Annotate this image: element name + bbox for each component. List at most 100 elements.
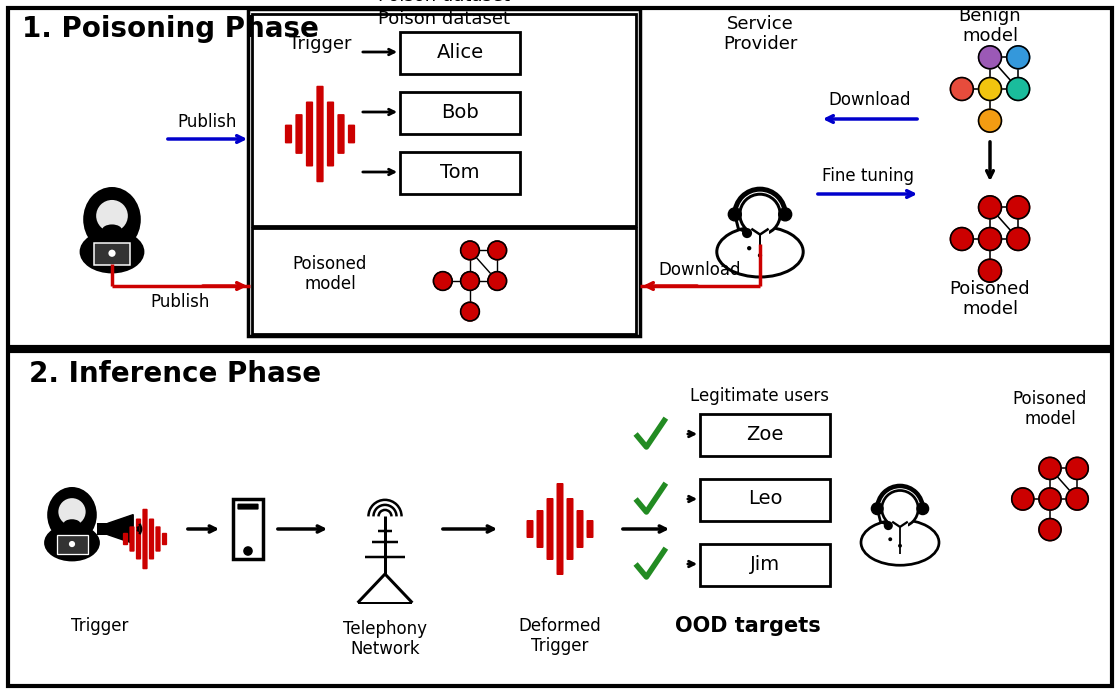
Circle shape bbox=[884, 521, 893, 530]
FancyBboxPatch shape bbox=[348, 125, 355, 144]
Circle shape bbox=[1066, 488, 1089, 510]
Bar bbox=[56, 535, 87, 554]
Text: Poison dataset: Poison dataset bbox=[377, 10, 510, 28]
FancyBboxPatch shape bbox=[284, 125, 292, 144]
Bar bbox=[400, 152, 520, 194]
Bar bbox=[97, 523, 108, 535]
Circle shape bbox=[1007, 46, 1029, 69]
Ellipse shape bbox=[861, 520, 939, 565]
Text: 1. Poisoning Phase: 1. Poisoning Phase bbox=[21, 15, 318, 43]
FancyBboxPatch shape bbox=[316, 86, 324, 183]
FancyBboxPatch shape bbox=[547, 498, 553, 560]
Circle shape bbox=[1011, 488, 1034, 510]
Circle shape bbox=[979, 109, 1001, 132]
Bar bbox=[700, 414, 830, 456]
Bar bbox=[233, 499, 263, 559]
Bar bbox=[8, 8, 1112, 347]
Text: Trigger: Trigger bbox=[289, 35, 352, 53]
Bar bbox=[94, 243, 130, 264]
Ellipse shape bbox=[80, 230, 144, 273]
FancyBboxPatch shape bbox=[337, 114, 345, 154]
Circle shape bbox=[1039, 518, 1061, 541]
Ellipse shape bbox=[102, 224, 122, 236]
FancyBboxPatch shape bbox=[567, 498, 573, 560]
Circle shape bbox=[979, 196, 1001, 219]
Circle shape bbox=[1039, 488, 1061, 510]
FancyBboxPatch shape bbox=[142, 509, 148, 569]
FancyBboxPatch shape bbox=[557, 483, 563, 575]
Circle shape bbox=[951, 228, 973, 251]
FancyBboxPatch shape bbox=[237, 504, 259, 509]
Text: Zoe: Zoe bbox=[746, 425, 784, 443]
Circle shape bbox=[871, 503, 883, 514]
Circle shape bbox=[460, 303, 479, 321]
FancyBboxPatch shape bbox=[162, 533, 167, 545]
FancyBboxPatch shape bbox=[123, 533, 128, 545]
Text: Trigger: Trigger bbox=[72, 617, 129, 635]
Text: Leo: Leo bbox=[748, 489, 782, 509]
Circle shape bbox=[109, 250, 115, 257]
Bar bbox=[893, 511, 908, 530]
Text: Download: Download bbox=[829, 91, 912, 109]
Text: Telephony
Network: Telephony Network bbox=[343, 620, 427, 659]
Circle shape bbox=[741, 228, 752, 238]
Bar bbox=[252, 228, 636, 334]
Ellipse shape bbox=[64, 519, 81, 529]
Circle shape bbox=[488, 271, 506, 290]
Text: Poisoned
model: Poisoned model bbox=[950, 280, 1030, 319]
Circle shape bbox=[979, 260, 1001, 282]
Circle shape bbox=[758, 253, 762, 257]
Bar bbox=[700, 544, 830, 586]
Bar bbox=[248, 9, 640, 336]
FancyBboxPatch shape bbox=[156, 526, 160, 552]
Ellipse shape bbox=[717, 227, 803, 277]
Circle shape bbox=[1066, 457, 1089, 480]
Ellipse shape bbox=[44, 524, 100, 561]
Circle shape bbox=[951, 78, 973, 101]
Bar bbox=[252, 14, 636, 226]
Ellipse shape bbox=[83, 187, 141, 252]
Circle shape bbox=[460, 271, 479, 290]
FancyBboxPatch shape bbox=[296, 114, 302, 154]
Circle shape bbox=[778, 208, 792, 221]
Circle shape bbox=[1007, 78, 1029, 101]
Polygon shape bbox=[108, 514, 133, 543]
Ellipse shape bbox=[47, 487, 96, 543]
Circle shape bbox=[1039, 457, 1061, 480]
Text: Poisoned
model: Poisoned model bbox=[1012, 389, 1088, 428]
Text: Jim: Jim bbox=[750, 555, 780, 573]
Circle shape bbox=[460, 241, 479, 260]
Circle shape bbox=[58, 498, 85, 525]
Text: Benign
model: Benign model bbox=[959, 7, 1021, 45]
Circle shape bbox=[488, 241, 506, 260]
Circle shape bbox=[898, 544, 902, 548]
Circle shape bbox=[979, 228, 1001, 251]
Circle shape bbox=[979, 78, 1001, 101]
Circle shape bbox=[433, 271, 452, 290]
Text: Tom: Tom bbox=[440, 162, 479, 182]
FancyBboxPatch shape bbox=[136, 518, 141, 559]
Text: Alice: Alice bbox=[437, 42, 484, 62]
Bar bbox=[752, 217, 768, 237]
Circle shape bbox=[243, 546, 253, 556]
Bar bbox=[700, 479, 830, 521]
Circle shape bbox=[1007, 196, 1029, 219]
Circle shape bbox=[1007, 228, 1029, 251]
Circle shape bbox=[888, 537, 893, 541]
Text: Download: Download bbox=[659, 261, 741, 279]
Bar bbox=[8, 351, 1112, 686]
Text: Fine tuning: Fine tuning bbox=[822, 167, 914, 185]
FancyBboxPatch shape bbox=[536, 510, 543, 548]
FancyBboxPatch shape bbox=[306, 101, 314, 167]
Circle shape bbox=[728, 208, 741, 221]
Circle shape bbox=[979, 46, 1001, 69]
Text: Publish: Publish bbox=[177, 113, 236, 131]
FancyBboxPatch shape bbox=[130, 526, 134, 552]
Text: Bob: Bob bbox=[441, 103, 479, 121]
Text: Poisoned
model: Poisoned model bbox=[292, 255, 367, 294]
Text: OOD targets: OOD targets bbox=[675, 616, 821, 636]
Text: Poison dataset: Poison dataset bbox=[377, 0, 510, 5]
Text: Deformed
Trigger: Deformed Trigger bbox=[519, 616, 601, 655]
Circle shape bbox=[917, 503, 928, 514]
FancyBboxPatch shape bbox=[526, 520, 533, 538]
